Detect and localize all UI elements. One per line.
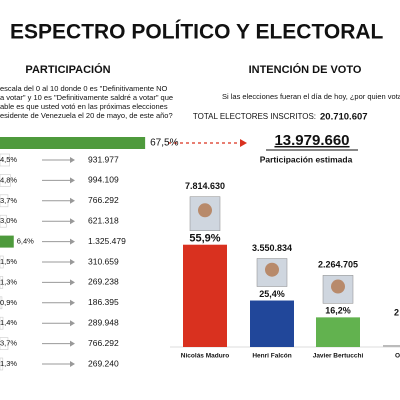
question-line: able es que usted votó en las próximas e… — [0, 102, 168, 111]
vote-question: Si las elecciones fueran el día de hoy, … — [222, 92, 400, 101]
row-arrow-head — [70, 361, 75, 367]
participation-bar — [0, 235, 14, 248]
row-arrow-head — [70, 177, 75, 184]
other-votes: 2 — [394, 307, 399, 317]
voters: 289.948 — [88, 317, 119, 327]
candidate-votes: 3.550.834 — [252, 243, 292, 253]
row-arrow-head — [70, 218, 75, 225]
participation-label: 1,3% — [0, 359, 17, 368]
participation-bar — [0, 255, 4, 269]
voters: 931.977 — [88, 154, 119, 164]
photo-face — [331, 279, 345, 294]
voters: 1.325.479 — [88, 236, 126, 246]
participation-label: 1,4% — [0, 318, 17, 327]
row-arrow-head — [70, 340, 75, 347]
row-arrow-head — [70, 238, 75, 245]
voters: 994.109 — [88, 175, 119, 185]
arrow-head — [240, 139, 247, 147]
row-arrow-head — [70, 299, 75, 306]
candidate-bar — [316, 317, 360, 347]
registered-label: TOTAL ELECTORES INSCRITOS: — [193, 112, 316, 121]
candidate-pct: 16,2% — [325, 306, 351, 316]
participation-label: 4,5% — [0, 155, 17, 164]
estimated-voters: 13.979.660 — [274, 132, 349, 149]
participation-bar — [0, 296, 3, 310]
voters: 310.659 — [88, 256, 119, 266]
row-arrow-head — [70, 157, 75, 163]
participation-label: 67,5% — [150, 138, 178, 149]
candidate-name: Henri Falcón — [252, 353, 291, 360]
candidate-name: Nicolás Maduro — [181, 353, 229, 360]
question-line: a votar" y 10 es "Definitivamente saldré… — [0, 93, 173, 102]
participation-bar — [0, 337, 9, 350]
participation-bar — [0, 214, 7, 228]
photo-face — [198, 203, 212, 218]
candidate-votes: 2.264.705 — [318, 260, 358, 270]
registered: 20.710.607 — [320, 112, 368, 123]
participation-bar — [0, 357, 4, 371]
row-arrow-head — [70, 320, 75, 327]
row-arrow-head — [70, 197, 75, 204]
candidate-pct: 55,9% — [189, 233, 220, 245]
participation-bar — [0, 194, 9, 208]
candidate-bar — [250, 300, 294, 347]
participation-label: 1,5% — [0, 257, 17, 266]
participation-label: 3,7% — [0, 196, 17, 205]
participation-bar — [0, 174, 11, 187]
row-arrow-head — [70, 279, 75, 286]
question-line: esidente de Venezuela el 20 de mayo, de … — [0, 111, 173, 120]
photo-face — [265, 262, 279, 277]
vote-subtitle: Participación estimada — [260, 154, 353, 164]
participation-bar — [0, 276, 4, 289]
participation-label: 1,3% — [0, 277, 17, 286]
candidate-bar — [183, 244, 227, 347]
candidate-pct: 25,4% — [259, 289, 285, 299]
voters: 766.292 — [88, 195, 119, 205]
participation-heading: PARTICIPACIÓN — [25, 63, 110, 76]
participation-label: 3,7% — [0, 339, 17, 348]
vote-heading: INTENCIÓN DE VOTO — [249, 63, 362, 76]
participation-bar — [0, 137, 146, 149]
voters: 621.318 — [88, 215, 119, 225]
participation-label: 0,9% — [0, 298, 17, 307]
row-arrow-head — [70, 259, 75, 265]
voters: 269.238 — [88, 277, 119, 287]
question-line: escala del 0 al 10 donde 0 es "Definitiv… — [0, 84, 168, 93]
participation-bar — [0, 316, 4, 330]
participation-label: 6,4% — [17, 237, 34, 246]
participation-bar — [0, 153, 10, 167]
title: ESPECTRO POLÍTICO Y ELECTORAL — [10, 21, 384, 44]
voters: 186.395 — [88, 297, 119, 307]
participation-label: 4,8% — [0, 175, 17, 184]
candidate-name: Javier Bertucchi — [313, 353, 364, 360]
other-bar — [383, 345, 400, 347]
candidate-votes: 7.814.630 — [185, 181, 225, 191]
other-name: O — [395, 353, 400, 360]
participation-label: 3,0% — [0, 216, 17, 225]
voters: 766.292 — [88, 338, 119, 348]
voters: 269.240 — [88, 358, 119, 368]
